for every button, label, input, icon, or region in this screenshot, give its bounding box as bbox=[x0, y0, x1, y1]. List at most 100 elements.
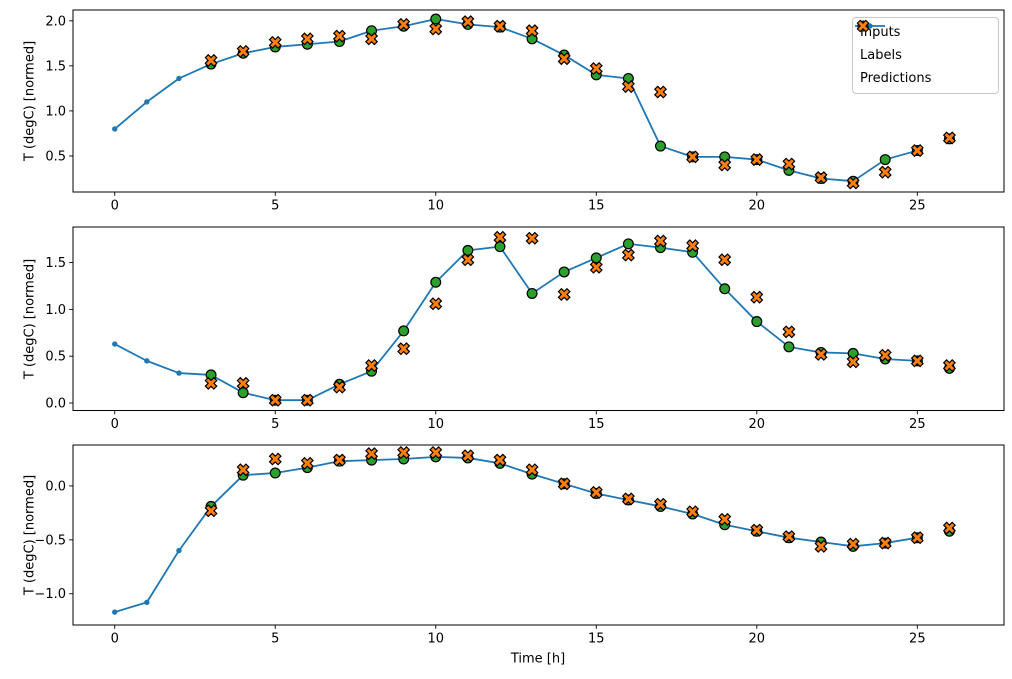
labels-point bbox=[558, 266, 570, 278]
inputs-point bbox=[112, 341, 118, 347]
predictions-point bbox=[750, 290, 764, 304]
labels-point bbox=[398, 325, 410, 337]
predictions-point bbox=[493, 230, 507, 244]
predictions-point bbox=[429, 446, 443, 460]
predictions-point bbox=[493, 19, 507, 33]
inputs-point bbox=[176, 370, 182, 376]
plot-frame bbox=[72, 9, 1005, 193]
x-axis-ticks: 0 5 10 15 20 25 bbox=[111, 192, 926, 214]
predictions-point bbox=[429, 22, 443, 36]
plot-frame bbox=[72, 444, 1005, 626]
predictions-point bbox=[461, 253, 475, 267]
predictions-markers bbox=[204, 15, 956, 190]
x-tick-label: 15 bbox=[588, 199, 605, 214]
y-tick-label: 1.5 bbox=[45, 256, 66, 271]
predictions-point bbox=[718, 253, 732, 267]
x-axis-ticks: 0 5 10 15 20 25 bbox=[111, 625, 926, 647]
predictions-x-icon bbox=[856, 19, 870, 33]
labels-point bbox=[654, 140, 666, 152]
labels-point bbox=[430, 276, 442, 288]
predictions-point bbox=[461, 15, 475, 29]
y-axis-ticks: −1.0 −0.5 0.0 bbox=[34, 479, 73, 602]
predictions-point bbox=[878, 536, 892, 550]
predictions-point bbox=[557, 52, 571, 66]
inputs-point bbox=[176, 75, 182, 82]
x-tick-label: 20 bbox=[749, 632, 766, 647]
legend-item-labels: Labels bbox=[857, 20, 991, 67]
x-tick-label: 15 bbox=[588, 632, 605, 647]
x-tick-label: 20 bbox=[749, 199, 766, 214]
x-axis-label: Time [h] bbox=[510, 651, 566, 667]
y-axis-ticks: 0.0 0.5 1.0 1.5 bbox=[45, 256, 73, 412]
predictions-point bbox=[300, 32, 314, 46]
predictions-point bbox=[268, 452, 282, 466]
y-tick-label: −0.5 bbox=[34, 533, 66, 548]
labels-point bbox=[494, 241, 506, 253]
predictions-point bbox=[942, 521, 956, 535]
inputs-line bbox=[114, 455, 918, 613]
legend: Inputs Labels Predictions bbox=[852, 17, 999, 94]
predictions-point bbox=[686, 505, 700, 519]
legend-label-predictions: Predictions bbox=[860, 71, 932, 86]
predictions-point bbox=[878, 165, 892, 179]
predictions-point bbox=[814, 539, 828, 553]
x-tick-label: 25 bbox=[909, 417, 926, 432]
labels-point bbox=[590, 252, 602, 264]
predictions-point bbox=[268, 35, 282, 49]
y-tick-label: −1.0 bbox=[34, 587, 66, 602]
predictions-point bbox=[397, 342, 411, 356]
labels-markers bbox=[205, 238, 955, 406]
predictions-point bbox=[589, 260, 603, 274]
predictions-point bbox=[686, 239, 700, 253]
predictions-point bbox=[686, 150, 700, 164]
predictions-point bbox=[236, 463, 250, 477]
labels-point bbox=[622, 238, 634, 250]
predictions-point bbox=[365, 359, 379, 373]
labels-point bbox=[751, 316, 763, 328]
y-axis-label-subplot-3: T (degC) [normed] bbox=[22, 474, 38, 596]
predictions-point bbox=[621, 492, 635, 506]
predictions-point bbox=[718, 512, 732, 526]
y-tick-label: 1.0 bbox=[45, 303, 66, 318]
predictions-point bbox=[942, 131, 956, 145]
inputs-line bbox=[114, 242, 918, 402]
predictions-point bbox=[750, 153, 764, 167]
inputs-point bbox=[112, 126, 118, 132]
predictions-point bbox=[493, 453, 507, 467]
labels-point bbox=[269, 467, 281, 479]
y-axis-label-subplot-2: T (degC) [normed] bbox=[22, 258, 38, 380]
subplot-3: 0 5 10 15 20 25 −1.0 −0.5 0.0 bbox=[34, 444, 1005, 647]
inputs-point bbox=[144, 99, 150, 105]
inputs-line-markers bbox=[112, 241, 921, 403]
predictions-point bbox=[910, 531, 924, 545]
predictions-point bbox=[525, 24, 539, 38]
predictions-point bbox=[365, 32, 379, 46]
labels-point bbox=[783, 341, 795, 353]
predictions-point bbox=[332, 380, 346, 394]
predictions-point bbox=[621, 248, 635, 262]
predictions-point bbox=[461, 449, 475, 463]
labels-point bbox=[526, 287, 538, 299]
x-tick-label: 10 bbox=[427, 417, 444, 432]
inputs-line-markers bbox=[112, 454, 921, 615]
predictions-point bbox=[653, 85, 668, 99]
inputs-point bbox=[176, 547, 182, 554]
x-tick-label: 15 bbox=[588, 417, 605, 432]
predictions-point bbox=[397, 17, 411, 31]
predictions-point bbox=[365, 447, 379, 461]
predictions-point bbox=[300, 456, 314, 470]
predictions-point bbox=[910, 144, 924, 158]
y-tick-label: 0.0 bbox=[45, 397, 66, 412]
predictions-point bbox=[525, 463, 539, 477]
x-tick-label: 5 bbox=[271, 417, 279, 432]
predictions-point bbox=[782, 530, 796, 544]
x-tick-label: 0 bbox=[111, 417, 119, 432]
predictions-point bbox=[750, 523, 764, 537]
predictions-point bbox=[204, 376, 218, 390]
x-tick-label: 25 bbox=[909, 632, 926, 647]
predictions-point bbox=[557, 477, 571, 491]
legend-label-inputs: Inputs bbox=[860, 25, 901, 40]
x-tick-label: 5 bbox=[271, 199, 279, 214]
y-axis-ticks: 0.5 1.0 1.5 2.0 bbox=[45, 14, 73, 164]
